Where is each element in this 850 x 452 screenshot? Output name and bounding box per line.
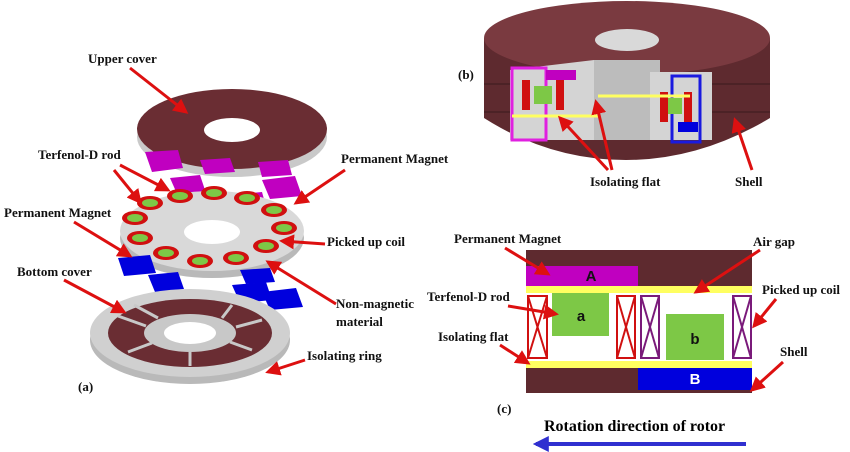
label-isolating-flat-b: Isolating flat	[590, 174, 661, 189]
label-picked-up-coil-a: Picked up coil	[327, 234, 405, 249]
panel-label-c: (c)	[497, 401, 511, 416]
panel-label-b: (b)	[458, 67, 474, 82]
label-permanent-magnet-a-right: Permanent Magnet	[341, 151, 449, 166]
label-permanent-magnet-a-left: Permanent Magnet	[4, 205, 112, 220]
terfenol-rod-b-block	[666, 314, 724, 360]
panel-label-a: (a)	[78, 379, 93, 394]
label-isolating-ring: Isolating ring	[307, 348, 382, 363]
panel-b-pointer-arrows	[557, 99, 754, 172]
panel-a-exploded-view	[90, 89, 327, 384]
block-label-A: A	[586, 268, 597, 285]
panel-c-cross-section: A B a b	[526, 250, 752, 393]
label-bottom-cover: Bottom cover	[17, 264, 92, 279]
label-shell-c: Shell	[780, 344, 808, 359]
label-rotation-direction: Rotation direction of rotor	[544, 418, 725, 435]
permanent-magnet-a-block	[526, 266, 638, 286]
terfenol-rod-a-block	[552, 293, 609, 336]
label-non-magnetic-line2: material	[336, 314, 383, 329]
panel-a-pointer-arrows	[63, 66, 346, 376]
label-shell-b: Shell	[735, 174, 763, 189]
label-picked-up-coil-c: Picked up coil	[762, 282, 840, 297]
terfenol-rods-with-coils	[122, 186, 297, 268]
block-label-a: a	[577, 308, 586, 325]
block-label-b: b	[690, 331, 699, 348]
rotation-direction: Rotation direction of rotor	[532, 418, 746, 452]
label-isolating-flat-c: Isolating flat	[438, 329, 509, 344]
label-non-magnetic-line1: Non-magnetic	[336, 296, 414, 311]
isolating-flat-top	[526, 286, 752, 293]
panel-c-pointer-arrows	[499, 246, 785, 393]
label-upper-cover: Upper cover	[88, 51, 157, 66]
isolating-flat-bottom	[526, 361, 752, 368]
panel-b-cutaway	[484, 1, 770, 160]
bottom-cover	[90, 289, 290, 384]
label-permanent-magnet-c: Permanent Magnet	[454, 231, 562, 246]
permanent-magnet-b-block	[638, 368, 752, 390]
label-air-gap: Air gap	[753, 234, 795, 249]
label-terfenol-rod-a: Terfenol-D rod	[38, 147, 121, 162]
label-terfenol-rod-c: Terfenol-D rod	[427, 289, 510, 304]
rod-ring-assembly	[120, 186, 304, 278]
block-label-B: B	[690, 371, 701, 388]
coil-cross-icon	[527, 295, 752, 359]
